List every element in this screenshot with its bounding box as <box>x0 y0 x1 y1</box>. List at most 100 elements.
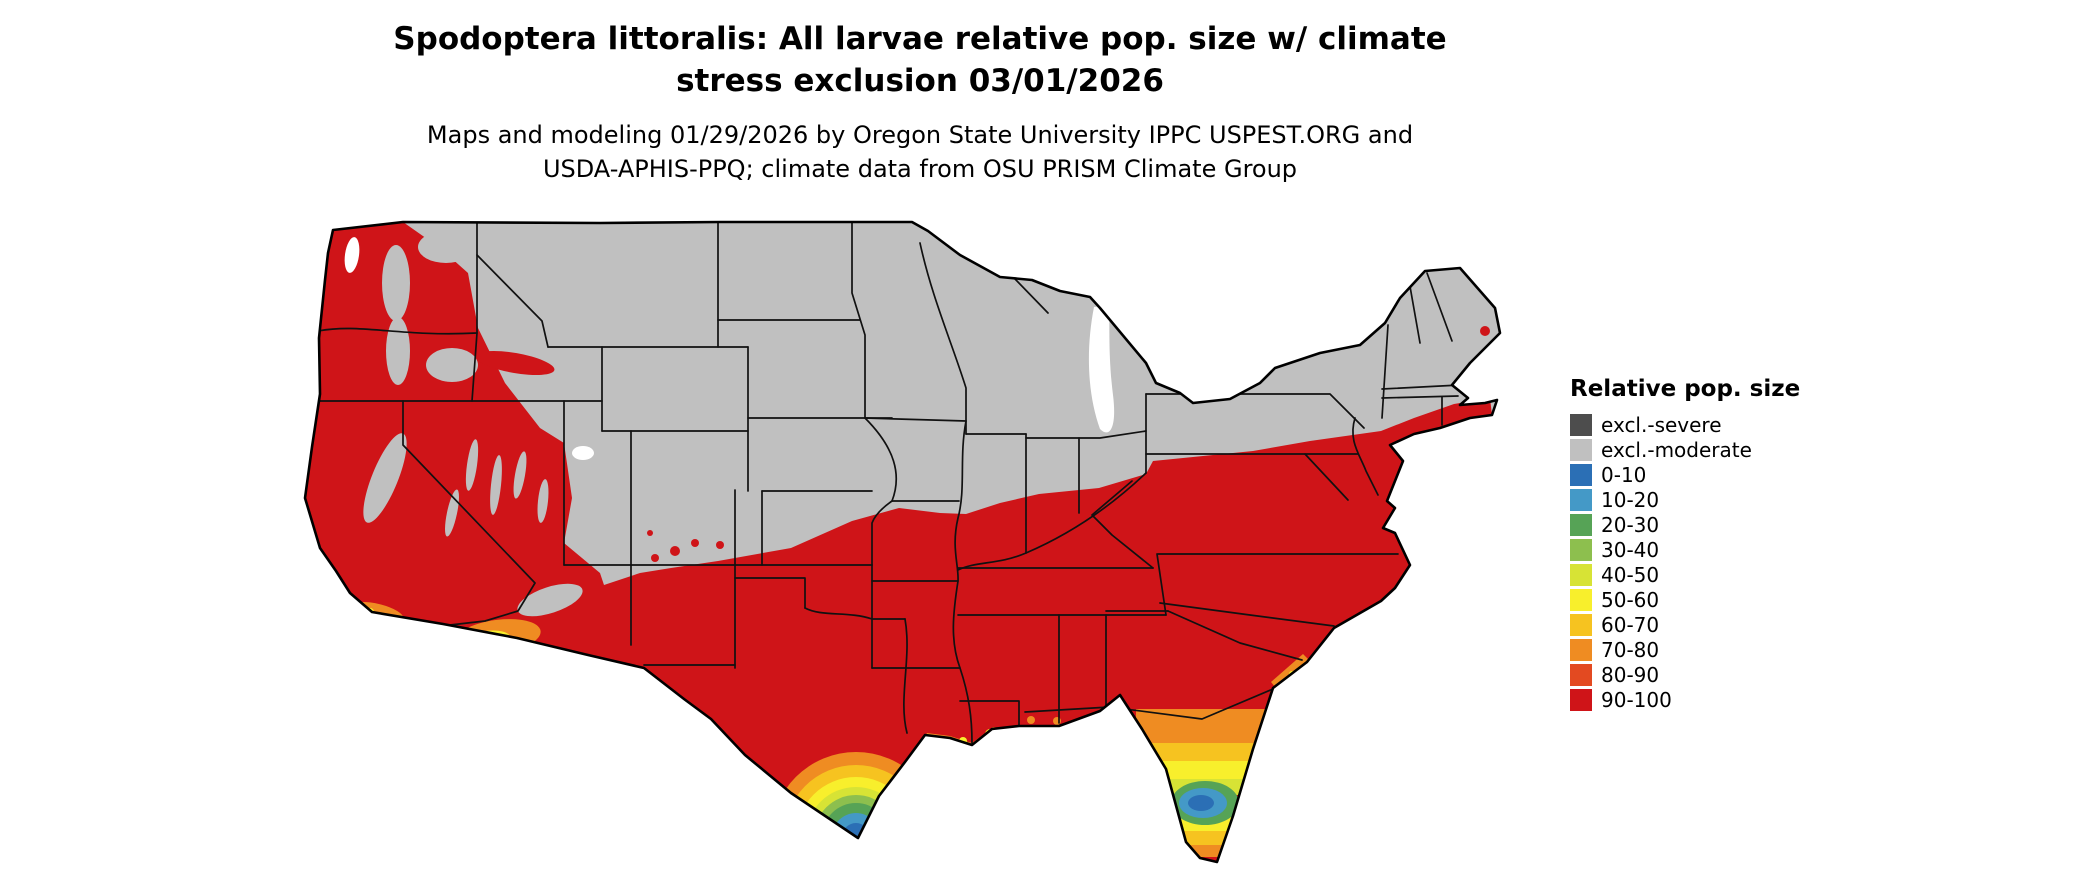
patch-nv-range-1 <box>465 439 479 491</box>
legend-title: Relative pop. size <box>1570 376 1801 402</box>
border-ga-fl <box>1109 688 1274 720</box>
patch-or-cascades <box>386 317 410 385</box>
border-ma-south <box>1381 395 1459 399</box>
speckle-se-co-4 <box>716 541 724 549</box>
border-ca-nv-az <box>402 400 536 626</box>
map-subtitle-line2: USDA-APHIS-PPQ; climate data from OSU PR… <box>542 155 1298 183</box>
border-red-river <box>804 607 906 620</box>
legend-label: excl.-moderate <box>1601 437 1752 462</box>
us-map-svg <box>303 220 1502 864</box>
speckle-maine-coast <box>1480 326 1490 336</box>
legend-label: excl.-severe <box>1601 412 1722 437</box>
legend-swatch <box>1570 663 1592 686</box>
region-90-100-main <box>305 222 1492 862</box>
border-tn-nc <box>1156 553 1167 616</box>
us-outline <box>303 220 1502 864</box>
fl-60-70-north <box>1142 743 1262 763</box>
legend-item: 70-80 <box>1570 637 1870 662</box>
patch-nv-range-4 <box>537 479 549 523</box>
legend-swatch <box>1570 438 1592 461</box>
border-id-mt <box>476 254 549 348</box>
border-up-wi <box>1014 278 1049 314</box>
map-title-line2: stress exclusion 03/01/2026 <box>676 63 1164 99</box>
legend-item: 90-100 <box>1570 687 1870 712</box>
legend-swatch <box>1570 513 1592 536</box>
map-subtitle: Maps and modeling 01/29/2026 by Oregon S… <box>0 118 1840 186</box>
legend-swatch <box>1570 413 1592 436</box>
legend-swatch <box>1570 488 1592 511</box>
border-ma-north <box>1381 384 1461 390</box>
legend-label: 0-10 <box>1601 462 1647 487</box>
border-ohio-river <box>957 472 1147 571</box>
speckle-se-co-3 <box>651 554 659 562</box>
patch-blue-mtns <box>426 348 478 382</box>
legend-swatch <box>1570 688 1592 711</box>
legend-item: 30-40 <box>1570 537 1870 562</box>
fl-70-80-north <box>1136 709 1268 745</box>
legend-item: 80-90 <box>1570 662 1870 687</box>
border-mn-west <box>851 222 866 419</box>
legend-swatch <box>1570 463 1592 486</box>
speckle-snake-river <box>475 350 555 376</box>
legend-item: 50-60 <box>1570 587 1870 612</box>
border-wa-or <box>317 327 478 335</box>
legend-label: 40-50 <box>1601 562 1660 587</box>
legend-item: 60-70 <box>1570 612 1870 637</box>
patch-wasatch <box>572 487 592 543</box>
legend-label: 50-60 <box>1601 587 1660 612</box>
patch-sierra-nevada <box>363 433 407 523</box>
patch-nv-range-3 <box>513 451 527 499</box>
legend-label: 70-80 <box>1601 637 1660 662</box>
legend-item: excl.-moderate <box>1570 437 1870 462</box>
legend-item: 0-10 <box>1570 462 1870 487</box>
border-mn-ia <box>864 417 967 422</box>
patch-wa-cascades <box>382 245 410 321</box>
patch-nv-range-2 <box>490 455 502 515</box>
border-nh-me <box>1426 272 1453 342</box>
legend-swatch <box>1570 563 1592 586</box>
border-fl-al <box>1024 706 1111 713</box>
border-ok-panhandle <box>734 577 806 609</box>
great-salt-lake <box>572 446 594 460</box>
border-ga-sc <box>1167 610 1303 661</box>
legend-swatch <box>1570 638 1592 661</box>
fl-0-10-core <box>1188 795 1214 811</box>
patch-ne-washington <box>418 231 474 263</box>
red-speckles <box>475 326 1490 562</box>
border-tx-la <box>903 618 908 734</box>
legend-label: 20-30 <box>1601 512 1660 537</box>
speckle-se-co-2 <box>691 539 699 547</box>
patch-nv-range-5 <box>445 489 459 537</box>
border-ny-newengland <box>1381 324 1389 419</box>
border-nc-sc <box>1159 602 1335 627</box>
mountain-exclusion-patches <box>363 231 592 617</box>
water-bodies <box>344 237 1115 460</box>
border-nj-delaware-river <box>1352 417 1379 496</box>
border-ia-west-river <box>864 417 898 502</box>
legend-label: 10-20 <box>1601 487 1660 512</box>
legend-label: 90-100 <box>1601 687 1672 712</box>
map-legend: Relative pop. size excl.-severe excl.-mod… <box>1570 376 1870 712</box>
border-ky-va <box>1091 480 1154 569</box>
band-az-green-dot <box>458 632 468 642</box>
florida-gradient <box>1136 709 1268 857</box>
puget-sound <box>344 237 360 273</box>
border-mi-south <box>1025 430 1147 439</box>
map-title-line1: Spodoptera littoralis: All larvae relati… <box>393 21 1447 57</box>
map-fill-layers <box>305 222 1500 862</box>
map-title: Spodoptera littoralis: All larvae relati… <box>0 18 1840 102</box>
band-mobile-orange <box>1027 716 1035 724</box>
legend-rows: excl.-severe excl.-moderate 0-10 10-20 20-30… <box>1570 412 1870 712</box>
border-potomac <box>1304 453 1349 501</box>
band-la-yellow-3 <box>937 739 945 747</box>
lake-michigan <box>1088 305 1115 433</box>
border-ks-mo <box>871 500 893 566</box>
state-borders <box>307 222 1461 744</box>
patch-mogollon-rim <box>517 583 583 617</box>
legend-item: 40-50 <box>1570 562 1870 587</box>
legend-swatch <box>1570 613 1592 636</box>
speckle-se-co-5 <box>647 530 653 536</box>
legend-swatch <box>1570 588 1592 611</box>
speckle-se-co-1 <box>670 546 680 556</box>
legend-item: 10-20 <box>1570 487 1870 512</box>
